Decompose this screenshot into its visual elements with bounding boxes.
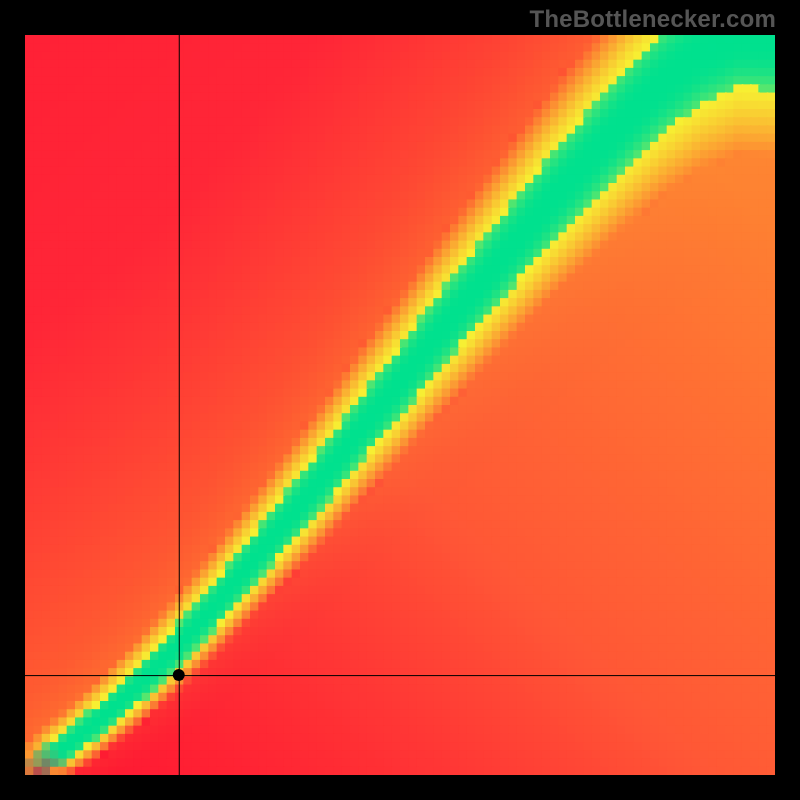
figure-container: TheBottlenecker.com bbox=[0, 0, 800, 800]
watermark-text: TheBottlenecker.com bbox=[529, 6, 776, 34]
bottleneck-heatmap bbox=[25, 35, 775, 775]
